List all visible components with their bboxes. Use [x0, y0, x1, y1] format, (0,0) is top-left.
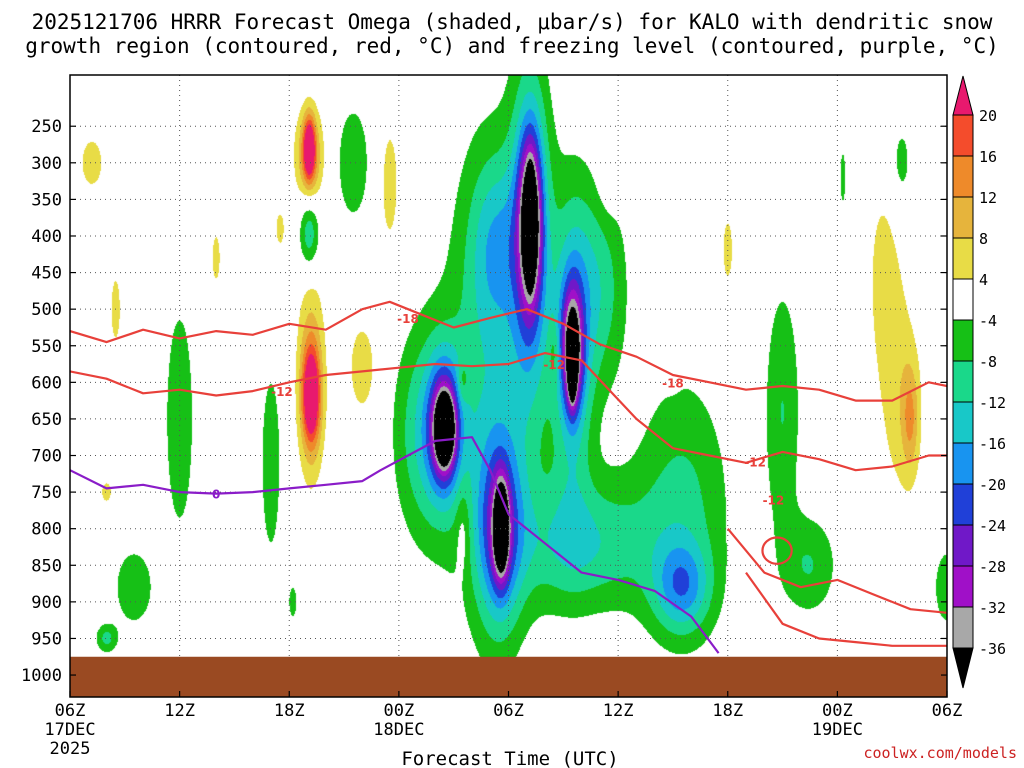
colorbar-label-4: 4 — [979, 271, 988, 289]
contour-label-4: -12 — [744, 455, 766, 469]
dgz-minus12-contour — [70, 352, 947, 472]
y-tick-label-500: 500 — [31, 300, 62, 320]
x-tick-year-0: 2025 — [50, 739, 91, 759]
y-tick-label-300: 300 — [31, 154, 62, 174]
y-tick-label-750: 750 — [31, 483, 62, 503]
freezing-level-contour — [70, 436, 720, 654]
colorbar-band-5 — [952, 278, 974, 321]
y-tick-label-900: 900 — [31, 593, 62, 613]
y-tick-label-550: 550 — [31, 337, 62, 357]
chart-title-line-2: growth region (contoured, red, °C) and f… — [25, 34, 999, 58]
colorbar-label-7: -12 — [979, 394, 1006, 412]
x-tick-label-8: 06Z — [932, 701, 963, 721]
contour-label-6: 0 — [212, 488, 220, 502]
y-tick-label-400: 400 — [31, 227, 62, 247]
x-tick-date-7: 19DEC — [812, 720, 863, 740]
contour-label-1: -12 — [543, 358, 565, 372]
colorbar-label-2: 12 — [979, 189, 997, 207]
y-tick-label-700: 700 — [31, 447, 62, 467]
y-axis: 250 300 350 400 450 500 550 600 650 700 750 800 850 9… — [21, 117, 947, 686]
x-tick-date-3: 18DEC — [373, 720, 424, 740]
x-tick-label-2: 18Z — [274, 701, 305, 721]
y-tick-label-450: 450 — [31, 264, 62, 284]
x-tick-label-3: 00Z — [384, 701, 415, 721]
credit-text[interactable]: coolwx.com/models — [863, 744, 1017, 762]
y-tick-label-800: 800 — [31, 520, 62, 540]
colorbar-band-12 — [952, 565, 974, 608]
colorbar-band-1 — [952, 114, 974, 157]
colorbar: 20 16 12 8 4 -4 -8 -12 -16 -20 -24 -28 -32 -36 — [952, 75, 1006, 689]
y-tick-label-850: 850 — [31, 556, 62, 576]
colorbar-label-10: -24 — [979, 517, 1006, 535]
colorbar-label-6: -8 — [979, 353, 997, 371]
colorbar-label-0: 20 — [979, 107, 997, 125]
colorbar-label-9: -20 — [979, 476, 1006, 494]
y-tick-label-600: 600 — [31, 373, 62, 393]
y-tick-label-250: 250 — [31, 117, 62, 137]
x-tick-label-5: 12Z — [603, 701, 634, 721]
colorbar-band-10 — [952, 483, 974, 526]
contour-lines: -18 -12 -12 -18 -12 -12 0 — [70, 300, 947, 654]
colorbar-bottom-arrow — [952, 647, 974, 689]
colorbar-band-3 — [952, 196, 974, 239]
colorbar-label-3: 8 — [979, 230, 988, 248]
colorbar-label-11: -28 — [979, 558, 1006, 576]
colorbar-band-9 — [952, 442, 974, 485]
dgz-minus18-contour — [70, 300, 947, 402]
colorbar-band-11 — [952, 524, 974, 567]
y-tick-label-1000: 1000 — [21, 666, 62, 686]
colorbar-band-13 — [952, 606, 974, 649]
x-tick-label-0: 06Z — [55, 701, 86, 721]
contour-label-0: -18 — [397, 312, 419, 326]
ground-surface — [70, 656, 947, 697]
y-tick-label-350: 350 — [31, 190, 62, 210]
colorbar-band-8 — [952, 401, 974, 444]
colorbar-label-8: -16 — [979, 435, 1006, 453]
x-tick-label-6: 18Z — [712, 701, 743, 721]
colorbar-band-2 — [952, 155, 974, 198]
x-tick-date-0: 17DEC — [44, 720, 95, 740]
colorbar-label-5: -4 — [979, 312, 997, 330]
dgz-lower-contour — [726, 527, 947, 614]
colorbar-label-1: 16 — [979, 148, 997, 166]
contour-label-2: -12 — [271, 385, 293, 399]
dgz-surface-contour — [745, 571, 947, 647]
dgz-loop-contour — [761, 536, 793, 565]
chart-title-line-1: 2025121706 HRRR Forecast Omega (shaded, … — [32, 10, 993, 34]
colorbar-top-arrow — [952, 75, 974, 116]
x-tick-label-7: 00Z — [822, 701, 853, 721]
colorbar-label-13: -36 — [979, 640, 1006, 658]
x-axis-title: Forecast Time (UTC) — [401, 748, 618, 768]
y-tick-label-650: 650 — [31, 410, 62, 430]
y-tick-label-950: 950 — [31, 629, 62, 649]
colorbar-band-7 — [952, 360, 974, 403]
contour-label-5: -12 — [763, 493, 785, 507]
colorbar-band-4 — [952, 237, 974, 280]
colorbar-label-12: -32 — [979, 599, 1006, 617]
colorbar-band-6 — [952, 319, 974, 362]
x-tick-label-4: 06Z — [493, 701, 524, 721]
x-tick-label-1: 12Z — [164, 701, 195, 721]
contour-label-3: -18 — [662, 376, 684, 390]
